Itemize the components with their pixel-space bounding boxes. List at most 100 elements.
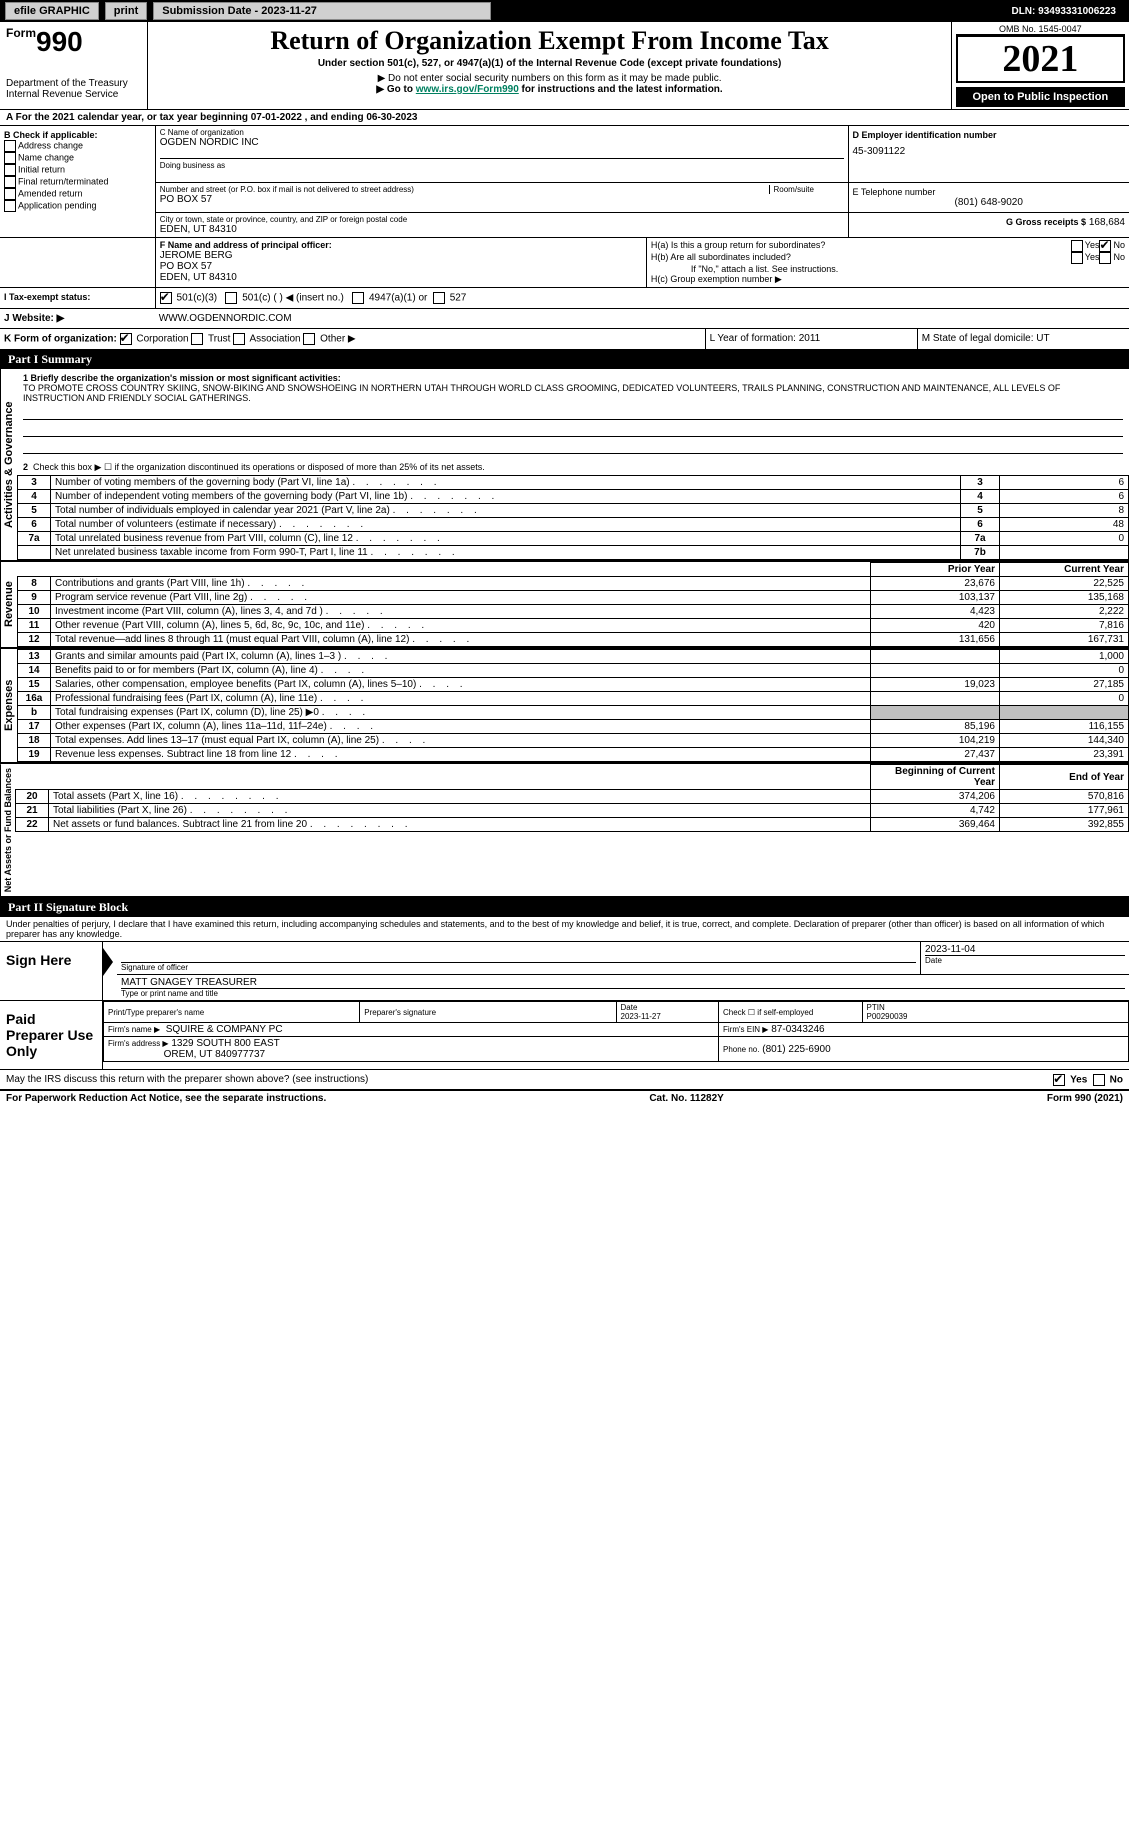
tax-year: 2021	[956, 35, 1125, 83]
irs-label: Internal Revenue Service	[6, 89, 141, 100]
gross-receipts: 168,684	[1089, 217, 1125, 228]
m-state: M State of legal domicile: UT	[917, 329, 1129, 349]
city-value: EDEN, UT 84310	[160, 224, 844, 235]
i-label: Tax-exempt status:	[9, 292, 90, 302]
cb-assoc[interactable]	[233, 333, 245, 345]
firm-phone: (801) 225-6900	[762, 1044, 830, 1055]
form-header: Form990 Department of the Treasury Inter…	[0, 22, 1129, 110]
cb-app-pending[interactable]	[4, 200, 16, 212]
firm-name: SQUIRE & COMPANY PC	[166, 1024, 283, 1035]
submission-date: Submission Date - 2023-11-27	[153, 2, 491, 20]
omb-number: OMB No. 1545-0047	[956, 24, 1125, 35]
form-subtitle: Under section 501(c), 527, or 4947(a)(1)…	[154, 58, 944, 69]
part-i-header: Part I Summary	[0, 350, 1129, 369]
entity-block: B Check if applicable: Address change Na…	[0, 126, 1129, 238]
street-value: PO BOX 57	[160, 194, 844, 205]
cb-other[interactable]	[303, 333, 315, 345]
street-label: Number and street (or P.O. box if mail i…	[160, 185, 769, 194]
footer-form: Form 990 (2021)	[1047, 1093, 1123, 1104]
discuss-question: May the IRS discuss this return with the…	[6, 1074, 368, 1085]
j-label: Website: ▶	[12, 313, 64, 324]
cb-corp[interactable]	[120, 333, 132, 345]
ptin-value: P00290039	[867, 1012, 908, 1021]
h-c: H(c) Group exemption number ▶	[651, 274, 1125, 285]
form-title: Return of Organization Exempt From Incom…	[154, 26, 944, 56]
type-name-label: Type or print name and title	[121, 988, 1125, 998]
dept-treasury: Department of the Treasury	[6, 78, 141, 89]
part-ii-header: Part II Signature Block	[0, 898, 1129, 917]
expenses-table: 13Grants and similar amounts paid (Part …	[17, 649, 1129, 762]
cb-address-change[interactable]	[4, 140, 16, 152]
note-ssn: ▶ Do not enter social security numbers o…	[154, 73, 944, 84]
g-receipts-label: G Gross receipts $	[1006, 217, 1086, 227]
firm-ein: 87-0343246	[771, 1024, 824, 1035]
print-button[interactable]: print	[105, 2, 147, 20]
org-name: OGDEN NORDIC INC	[160, 137, 844, 148]
ein-value: 45-3091122	[853, 146, 1126, 157]
declaration: Under penalties of perjury, I declare th…	[0, 917, 1129, 942]
cb-discuss-yes[interactable]	[1053, 1074, 1065, 1086]
cb-amended[interactable]	[4, 188, 16, 200]
firm-addr2: OREM, UT 840977737	[164, 1049, 266, 1060]
h-a: H(a) Is this a group return for subordin…	[651, 240, 1071, 252]
net-label: Net Assets or Fund Balances	[0, 764, 15, 896]
city-label: City or town, state or province, country…	[160, 215, 844, 224]
line2-text: Check this box ▶ ☐ if the organization d…	[33, 462, 485, 472]
form-label: Form	[6, 26, 36, 40]
cb-527[interactable]	[433, 292, 445, 304]
sig-officer-label: Signature of officer	[121, 962, 916, 972]
net-assets-table: Beginning of Current YearEnd of Year20To…	[15, 764, 1129, 832]
self-employed: Check ☐ if self-employed	[719, 1002, 863, 1023]
dba-label: Doing business as	[160, 158, 844, 170]
cb-4947[interactable]	[352, 292, 364, 304]
prep-sig-header: Preparer's signature	[360, 1002, 616, 1023]
governance-table: 3Number of voting members of the governi…	[17, 475, 1129, 560]
open-to-public: Open to Public Inspection	[956, 87, 1125, 107]
cb-501c[interactable]	[225, 292, 237, 304]
exp-label: Expenses	[0, 649, 17, 762]
cb-501c3[interactable]	[160, 292, 172, 304]
dln-number: DLN: 93493331006223	[1011, 6, 1116, 17]
footer-paperwork: For Paperwork Reduction Act Notice, see …	[6, 1093, 326, 1104]
cb-trust[interactable]	[191, 333, 203, 345]
cb-discuss-no[interactable]	[1093, 1074, 1105, 1086]
efile-badge: efile GRAPHIC	[5, 2, 99, 20]
l-year-formation: L Year of formation: 2011	[705, 329, 917, 349]
room-label: Room/suite	[769, 185, 844, 194]
website: WWW.OGDENNORDIC.COM	[155, 309, 1129, 328]
cb-name-change[interactable]	[4, 152, 16, 164]
cb-final-return[interactable]	[4, 176, 16, 188]
cb-hb-yes[interactable]	[1071, 252, 1083, 264]
cb-initial-return[interactable]	[4, 164, 16, 176]
cb-ha-no[interactable]	[1099, 240, 1111, 252]
paid-preparer-label: Paid Preparer Use Only	[0, 1001, 103, 1069]
revenue-table: Prior YearCurrent Year8Contributions and…	[17, 562, 1129, 647]
e-phone-label: E Telephone number	[853, 187, 1126, 197]
cb-hb-no[interactable]	[1099, 252, 1111, 264]
officer-name: JEROME BERG	[160, 250, 642, 261]
k-label: K Form of organization:	[4, 334, 117, 345]
d-ein-label: D Employer identification number	[853, 130, 1126, 140]
firm-addr1: 1329 SOUTH 800 EAST	[171, 1038, 279, 1049]
date-label: Date	[925, 955, 1125, 965]
prep-name-header: Print/Type preparer's name	[104, 1002, 360, 1023]
arrow-icon	[103, 948, 113, 976]
b-label: B Check if applicable:	[4, 130, 151, 140]
officer-name-title: MATT GNAGEY TREASURER	[121, 977, 1125, 988]
mission-text: TO PROMOTE CROSS COUNTRY SKIING, SNOW-BI…	[23, 383, 1123, 403]
sig-date: 2023-11-04	[925, 944, 1125, 955]
officer-addr2: EDEN, UT 84310	[160, 272, 642, 283]
cb-ha-yes[interactable]	[1071, 240, 1083, 252]
c-name-label: C Name of organization	[160, 128, 844, 137]
rev-label: Revenue	[0, 562, 17, 647]
h-b: H(b) Are all subordinates included?	[651, 252, 1071, 264]
line1-label: 1 Briefly describe the organization's mi…	[23, 373, 1123, 383]
gov-label: Activities & Governance	[0, 369, 17, 560]
top-bar: efile GRAPHIC print Submission Date - 20…	[0, 0, 1129, 22]
line-a-period: A For the 2021 calendar year, or tax yea…	[0, 110, 1129, 126]
footer-catno: Cat. No. 11282Y	[649, 1093, 723, 1104]
note-goto-post: for instructions and the latest informat…	[519, 84, 723, 95]
note-goto-pre: ▶ Go to	[376, 84, 415, 95]
form-number: 990	[36, 26, 83, 57]
form990-link[interactable]: www.irs.gov/Form990	[416, 84, 519, 95]
